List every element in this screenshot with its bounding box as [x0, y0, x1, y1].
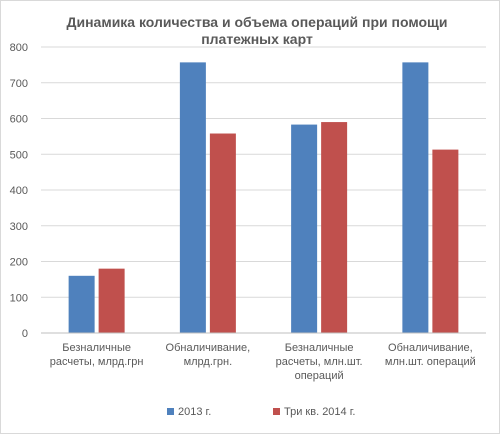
legend: 2013 г. Три кв. 2014 г. [167, 406, 355, 418]
bar-2013-1 [179, 62, 206, 334]
category-label: расчеты, млн.шт. [276, 356, 363, 368]
bar-2014-1 [209, 133, 236, 333]
legend-swatch [167, 408, 174, 415]
category-label: млн.шт. операций [385, 356, 476, 368]
category-label: Обналичивание, [388, 342, 473, 354]
legend-label: Три кв. 2014 г. [284, 406, 355, 418]
chart-title-line: платежных карт [201, 31, 313, 47]
category-label: расчеты, млрд.грн [50, 356, 144, 368]
legend-swatch [273, 408, 280, 415]
chart-title-line: Динамика количества и объема операций пр… [67, 14, 448, 30]
y-tick-label: 500 [10, 149, 28, 161]
category-label: операций [295, 370, 344, 382]
category-label: Безналичные [285, 342, 354, 354]
category-label: Безналичные [62, 342, 131, 354]
y-axis-ticks: 0 100 200 300 400 500 600 700 800 [10, 42, 28, 340]
bar-2013-0 [68, 275, 95, 333]
y-tick-label: 100 [10, 292, 28, 304]
x-axis-categories: Безналичные расчеты, млрд.грн Обналичивани… [50, 342, 476, 382]
y-tick-label: 0 [22, 328, 28, 340]
legend-label: 2013 г. [178, 406, 211, 418]
bars [68, 62, 459, 334]
y-tick-label: 200 [10, 257, 28, 269]
category-label: млрд.грн. [184, 356, 233, 368]
y-tick-label: 800 [10, 42, 28, 54]
bar-2013-3 [402, 62, 429, 334]
category-label: Обналичивание, [166, 342, 251, 354]
bar-2014-3 [432, 149, 459, 333]
y-tick-label: 700 [10, 78, 28, 90]
y-tick-label: 600 [10, 114, 28, 126]
y-tick-label: 300 [10, 221, 28, 233]
gridlines [41, 46, 486, 298]
bar-2013-2 [291, 124, 318, 333]
bar-2014-2 [321, 122, 348, 333]
bar-2014-0 [98, 268, 125, 333]
y-tick-label: 400 [10, 185, 28, 197]
chart-title: Динамика количества и объема операций пр… [67, 14, 448, 47]
